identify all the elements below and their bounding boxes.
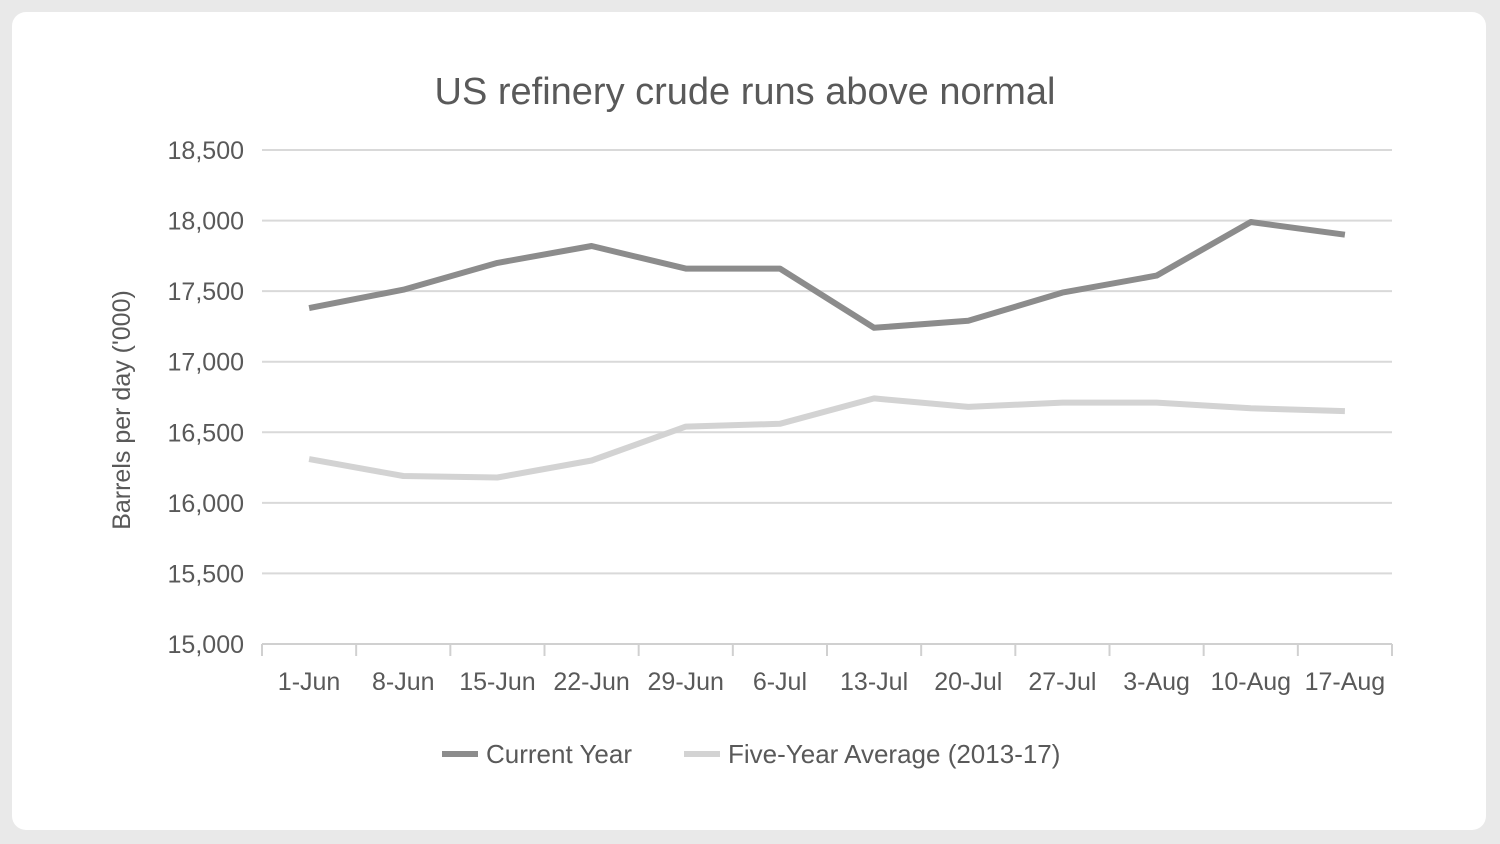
y-axis-label: Barrels per day ('000) [108, 290, 136, 530]
x-tick-label: 29-Jun [648, 668, 724, 696]
x-tick-label: 3-Aug [1123, 668, 1190, 696]
legend: Current Year Five-Year Average (2013-17) [442, 739, 1060, 769]
x-tick-label: 6-Jul [753, 668, 807, 696]
series-current-year-line [308, 219, 1346, 331]
x-tick-label: 8-Jun [372, 668, 435, 696]
x-axis [261, 643, 1393, 656]
gridlines [262, 149, 1392, 575]
chart-title: US refinery crude runs above normal [435, 71, 1056, 113]
y-tick-label: 15,500 [168, 560, 244, 588]
x-tick-label: 1-Jun [278, 668, 341, 696]
x-tick-label: 15-Jun [459, 668, 535, 696]
chart-card: US refinery crude runs above normal Barr… [12, 12, 1486, 830]
y-tick-label: 16,500 [168, 419, 244, 447]
y-tick-label: 16,000 [168, 490, 244, 518]
y-tick-label: 18,500 [168, 137, 244, 165]
x-axis-ticks: 1-Jun 8-Jun 15-Jun 22-Jun 29-Jun 6-Jul 13-Jul 2… [278, 668, 1385, 696]
x-tick-label: 22-Jun [553, 668, 629, 696]
y-tick-label: 15,000 [168, 631, 244, 659]
y-tick-label: 18,000 [168, 208, 244, 236]
line-chart: US refinery crude runs above normal Barr… [108, 71, 1393, 769]
y-tick-label: 17,000 [168, 349, 244, 377]
y-tick-label: 17,500 [168, 278, 244, 306]
x-tick-label: 27-Jul [1028, 668, 1096, 696]
x-tick-label: 20-Jul [934, 668, 1002, 696]
legend-label: Current Year [486, 739, 632, 769]
x-tick-label: 10-Aug [1210, 668, 1291, 696]
x-tick-label: 13-Jul [840, 668, 908, 696]
series-five-year-average-line [308, 395, 1345, 481]
x-tick-label: 17-Aug [1305, 668, 1386, 696]
legend-label: Five-Year Average (2013-17) [728, 739, 1060, 769]
series-lines [308, 219, 1346, 481]
y-axis-ticks: 15,000 15,500 16,000 16,500 17,000 17,500 18,0… [168, 137, 244, 659]
